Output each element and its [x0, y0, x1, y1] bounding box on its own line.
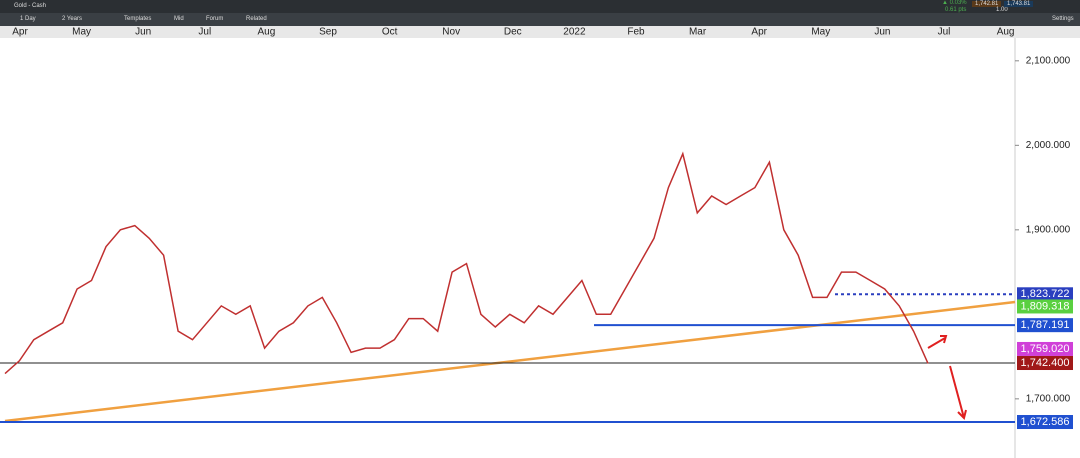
price-line [4, 151, 929, 375]
x-tick-label: Dec [504, 27, 522, 38]
x-tick-label: Jul [198, 27, 211, 38]
time-axis-bar [0, 26, 1080, 38]
interval-button[interactable]: 1 Day [20, 16, 36, 22]
templates-button[interactable]: Templates [124, 16, 152, 22]
level-label-box [1017, 287, 1073, 302]
level-label-box [1017, 341, 1073, 356]
level-label-box [1017, 415, 1073, 430]
spread: 1.00 [996, 7, 1008, 13]
level-label: 1,823.722 [1021, 288, 1070, 300]
title-bar: Gold - Cash ▲ 0.03% 0.61 pts 1,742.81 1.… [0, 0, 1080, 13]
x-tick-label: Mar [689, 27, 707, 38]
related-button[interactable]: Related [246, 16, 267, 22]
y-tick-label: 1,900.000 [1026, 224, 1071, 235]
plot: Apr May Jun Jul Aug Sep Oct Nov Dec 2022 Feb Mar Apr… [0, 27, 1073, 430]
mid-button[interactable]: Mid [174, 16, 184, 22]
level-label: 1,672.586 [1021, 416, 1070, 428]
x-tick-label: May [72, 27, 91, 38]
sell-price[interactable]: 1,742.81 [972, 1, 1002, 7]
x-tick-label: Feb [627, 27, 645, 38]
trend-line [4, 300, 1016, 423]
y-tick-label: 1,700.000 [1026, 393, 1071, 404]
level-label: 1,742.400 [1021, 357, 1070, 369]
chart: Apr May Jun Jul Aug Sep Oct Nov Dec 2022 Feb Mar Apr… [0, 26, 1080, 458]
x-tick-label: Jun [874, 27, 890, 38]
level-label: 1,787.191 [1021, 319, 1070, 331]
y-tick-label: 2,000.000 [1026, 140, 1071, 151]
level-label: 1,759.020 [1021, 343, 1070, 355]
x-tick-label: Aug [997, 27, 1015, 38]
level-label-box [1017, 318, 1073, 333]
change-pct: ▲ 0.03% [942, 0, 967, 6]
x-tick-label: Nov [442, 27, 460, 38]
toolbar: 1 Day 2 Years Templates Mid Forum Relate… [0, 13, 1080, 26]
forum-button[interactable]: Forum [206, 16, 224, 22]
x-tick-label: Jun [135, 27, 151, 38]
arrow-down [949, 365, 967, 420]
instrument-tab[interactable]: Gold - Cash [14, 3, 47, 9]
x-tick-label: Apr [12, 27, 28, 38]
change-pts: 0.61 pts [945, 7, 967, 13]
x-tick-label: May [811, 27, 830, 38]
settings-button[interactable]: Settings [1052, 16, 1074, 22]
x-tick-label: Oct [382, 27, 398, 38]
range-button[interactable]: 2 Years [62, 16, 83, 22]
x-tick-label: Aug [258, 27, 276, 38]
x-tick-label: Apr [751, 27, 767, 38]
buy-price[interactable]: 1,743.81 [1004, 1, 1034, 7]
x-tick-label: Jul [938, 27, 951, 38]
arrow-up [927, 335, 948, 349]
level-label: 1,809.318 [1021, 300, 1070, 312]
level-label-box [1017, 299, 1073, 314]
y-tick-label: 2,100.000 [1026, 55, 1071, 66]
x-tick-label: 2022 [563, 27, 586, 38]
level-label-box [1017, 356, 1073, 371]
x-tick-label: Sep [319, 27, 337, 38]
